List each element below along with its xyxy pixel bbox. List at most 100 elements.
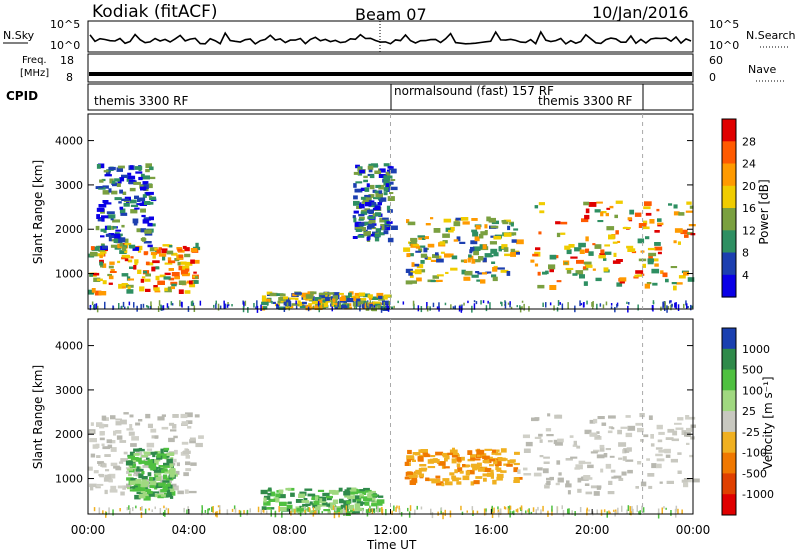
heatmap-cell: [360, 496, 365, 499]
heatmap-cell: [99, 423, 105, 429]
heatmap-cell: [482, 300, 485, 304]
heatmap-cell: [169, 458, 177, 463]
heatmap-cell: [117, 243, 122, 249]
heatmap-cell: [363, 179, 368, 183]
heatmap-cell: [156, 453, 161, 458]
heatmap-cell: [145, 261, 150, 266]
heatmap-cell: [207, 508, 209, 515]
heatmap-cell: [261, 506, 267, 510]
heatmap-cell: [332, 292, 340, 297]
heatmap-cell: [319, 294, 326, 297]
heatmap-cell: [457, 467, 463, 473]
heatmap-cell: [364, 221, 369, 226]
heatmap-cell: [128, 301, 131, 306]
heatmap-cell: [570, 256, 578, 259]
heatmap-cell: [360, 196, 367, 200]
heatmap-cell: [560, 221, 568, 225]
heatmap-cell: [310, 291, 317, 295]
nsky-tick-top: 10^5: [50, 18, 80, 31]
x-tick-label: 04:00: [172, 523, 207, 537]
heatmap-cell: [476, 462, 482, 467]
heatmap-cell: [380, 306, 383, 313]
heatmap-cell: [337, 300, 340, 304]
heatmap-cell: [493, 252, 499, 257]
heatmap-cell: [142, 493, 150, 497]
heatmap-cell: [347, 495, 355, 500]
heatmap-cell: [387, 166, 394, 169]
heatmap-cell: [432, 254, 440, 259]
heatmap-cell: [118, 201, 122, 204]
heatmap-cell: [346, 500, 351, 504]
heatmap-cell: [150, 305, 152, 310]
heatmap-cell: [137, 269, 142, 274]
heatmap-cell: [522, 434, 530, 439]
heatmap-cell: [643, 206, 651, 210]
heatmap-cell: [243, 301, 245, 308]
heatmap-cell: [326, 495, 333, 499]
heatmap-cell: [363, 175, 368, 179]
heatmap-cell: [177, 490, 184, 495]
heatmap-cell: [596, 431, 600, 434]
heatmap-cell: [155, 472, 161, 476]
heatmap-cell: [174, 275, 180, 280]
power-colorbar-label: Power [dB]: [757, 179, 771, 244]
heatmap-cell: [482, 257, 487, 263]
heatmap-cell: [357, 167, 361, 172]
heatmap-cell: [606, 226, 615, 231]
heatmap-cell: [572, 273, 578, 276]
heatmap-cell: [253, 303, 255, 308]
heatmap-cell: [138, 197, 146, 202]
heatmap-cell: [430, 280, 439, 283]
heatmap-cell: [579, 274, 585, 279]
heatmap-cell: [609, 205, 614, 209]
heatmap-cell: [119, 250, 127, 254]
heatmap-cell: [610, 306, 613, 309]
heatmap-cell: [647, 261, 654, 265]
heatmap-cell: [103, 170, 109, 173]
heatmap-cell: [367, 301, 369, 307]
heatmap-cell: [649, 219, 655, 224]
heatmap-cell: [314, 297, 322, 301]
heatmap-cell: [425, 256, 432, 260]
heatmap-cell: [627, 425, 636, 431]
heatmap-cell: [418, 473, 424, 478]
heatmap-cell: [491, 261, 496, 264]
heatmap-cell: [170, 457, 174, 460]
heatmap-cell: [103, 202, 112, 205]
heatmap-cell: [334, 304, 336, 308]
colorbar-swatch: [722, 230, 736, 254]
heatmap-cell: [154, 493, 161, 498]
heatmap-cell: [365, 197, 369, 201]
heatmap-cell: [581, 218, 589, 223]
heatmap-cell: [652, 282, 658, 286]
heatmap-cell: [681, 430, 687, 435]
heatmap-cell: [260, 509, 262, 514]
heatmap-cell: [128, 473, 132, 477]
heatmap-cell: [500, 269, 509, 273]
heatmap-cell: [674, 302, 676, 308]
heatmap-cell: [186, 420, 193, 424]
heatmap-cell: [350, 509, 354, 513]
heatmap-cell: [500, 448, 507, 453]
heatmap-cell: [132, 507, 134, 512]
heatmap-cell: [539, 455, 544, 458]
heatmap-cell: [154, 473, 159, 478]
heatmap-cell: [88, 466, 93, 471]
heatmap-cell: [148, 195, 153, 198]
heatmap-cell: [256, 300, 258, 308]
heatmap-cell: [279, 293, 286, 297]
heatmap-cell: [119, 177, 125, 182]
heatmap-cell: [665, 278, 669, 283]
heatmap-cell: [178, 280, 186, 285]
heatmap-cell: [615, 200, 623, 204]
heatmap-cell: [266, 298, 271, 302]
heatmap-cell: [435, 279, 443, 282]
heatmap-cell: [308, 507, 311, 513]
heatmap-cell: [140, 228, 147, 233]
heatmap-cell: [415, 250, 422, 253]
heatmap-cell: [168, 268, 174, 271]
heatmap-cell: [656, 458, 665, 462]
heatmap-cell: [673, 204, 678, 209]
heatmap-cell: [587, 464, 594, 469]
